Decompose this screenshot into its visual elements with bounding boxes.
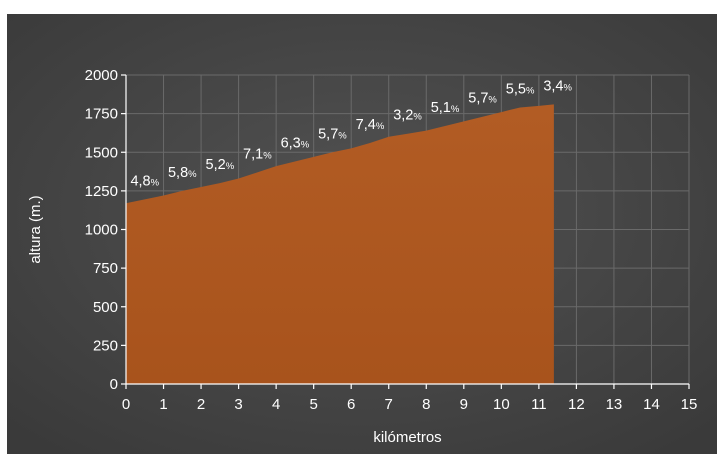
x-tick-label: 11 xyxy=(531,396,547,413)
grade-label: 3,2% xyxy=(393,108,422,124)
grade-label: 5,1% xyxy=(431,100,460,116)
grade-label: 7,1% xyxy=(243,146,272,162)
x-tick-label: 5 xyxy=(309,396,317,413)
grade-label: 5,8% xyxy=(168,165,197,181)
x-tick-label: 13 xyxy=(606,396,623,413)
y-tick-label: 1250 xyxy=(85,183,118,200)
grade-label: 6,3% xyxy=(281,136,310,152)
y-tick-label: 1750 xyxy=(85,106,118,123)
x-tick-label: 1 xyxy=(159,396,167,413)
elevation-area-fill xyxy=(126,104,554,384)
x-tick-label: 0 xyxy=(122,396,130,413)
x-tick-label: 2 xyxy=(197,396,205,413)
axes xyxy=(121,74,690,389)
x-tick-label: 8 xyxy=(422,396,430,413)
grade-label: 5,7% xyxy=(468,91,497,107)
y-axis-title: altura (m.) xyxy=(27,195,44,263)
x-tick-label: 14 xyxy=(643,396,660,413)
x-tick-label: 12 xyxy=(568,396,585,413)
x-tick-label: 3 xyxy=(234,396,242,413)
y-tick-label: 0 xyxy=(110,376,118,393)
grade-label: 5,7% xyxy=(318,126,347,142)
grade-label: 7,4% xyxy=(356,117,385,133)
y-tick-label: 750 xyxy=(93,260,118,277)
x-tick-label: 15 xyxy=(681,396,698,413)
x-tick-label: 10 xyxy=(493,396,510,413)
x-tick-label: 9 xyxy=(460,396,468,413)
x-axis-title: kilómetros xyxy=(373,429,441,446)
elevation-area xyxy=(126,104,554,384)
grade-labels: 4,8% 5,8% 5,2% 7,1% 6,3% 5,7% 7,4% 3,2% 5,1% 5,7%… xyxy=(130,78,572,189)
chart-panel: 0 250 500 750 1000 1250 1500 1750 2000 0 1 2 3 4 5 6 7 8 9… xyxy=(7,14,717,454)
x-tick-label: 6 xyxy=(347,396,355,413)
grade-label: 5,5% xyxy=(506,81,535,97)
grade-label: 5,2% xyxy=(206,157,235,173)
grade-label: 4,8% xyxy=(130,173,159,189)
y-tick-label: 1500 xyxy=(85,144,118,161)
y-tick-label: 1000 xyxy=(85,222,118,239)
grade-label: 3,4% xyxy=(543,78,572,94)
y-tick-label: 500 xyxy=(93,299,118,316)
y-tick-label: 250 xyxy=(93,337,118,354)
y-tick-label: 2000 xyxy=(85,67,118,84)
x-tick-label: 4 xyxy=(272,396,280,413)
x-tick-label: 7 xyxy=(385,396,393,413)
